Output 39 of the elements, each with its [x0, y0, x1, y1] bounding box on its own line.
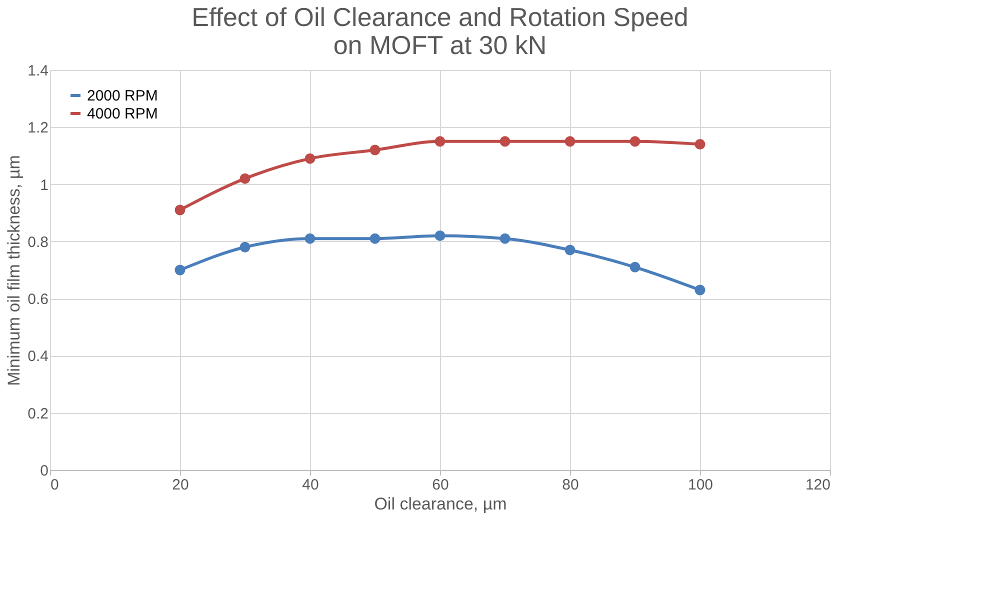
point [370, 144, 380, 156]
x-tick-label: 80 [562, 476, 579, 494]
y-tick-label: 0 [40, 462, 48, 480]
point [304, 233, 316, 244]
point [564, 244, 576, 256]
y-axis-title: Minimum oil film thickness, µm [4, 155, 24, 386]
point [434, 230, 446, 241]
x-tick-label: 100 [688, 476, 714, 494]
x-tick-label: 60 [432, 476, 449, 494]
text: on MOFT at 30 kN [333, 30, 547, 60]
y-tick-label: 1 [40, 176, 48, 194]
y-tick-label: 0.8 [28, 234, 48, 251]
legend-label: 2000 RPM [87, 88, 158, 104]
x-axis-title: Oil clearance, µm [374, 494, 507, 514]
x-tick-label: 20 [172, 476, 189, 494]
x-tick-label: 0 [50, 476, 59, 494]
point [174, 204, 186, 216]
point [694, 284, 706, 296]
y-tick-label: 0.6 [28, 291, 48, 308]
point [500, 136, 510, 147]
point [500, 233, 510, 244]
y-tick-label: 0.2 [28, 405, 48, 422]
point [630, 262, 640, 272]
point [370, 233, 380, 244]
text: Effect of Oil Clearance and Rotation Speed [192, 2, 688, 32]
point [694, 139, 706, 150]
y-tick-label: 1.4 [28, 62, 48, 80]
x-tick-label: 40 [302, 476, 319, 494]
point [240, 242, 250, 252]
point [240, 173, 250, 184]
point [174, 264, 186, 276]
point [304, 153, 316, 164]
y-tick-label: 0.4 [28, 348, 48, 366]
x-tick-label: 120 [805, 476, 830, 494]
point [564, 136, 576, 147]
point [630, 136, 640, 147]
point [434, 136, 446, 147]
legend-label: 4000 RPM [87, 106, 158, 122]
y-tick-label: 1.2 [28, 120, 48, 137]
